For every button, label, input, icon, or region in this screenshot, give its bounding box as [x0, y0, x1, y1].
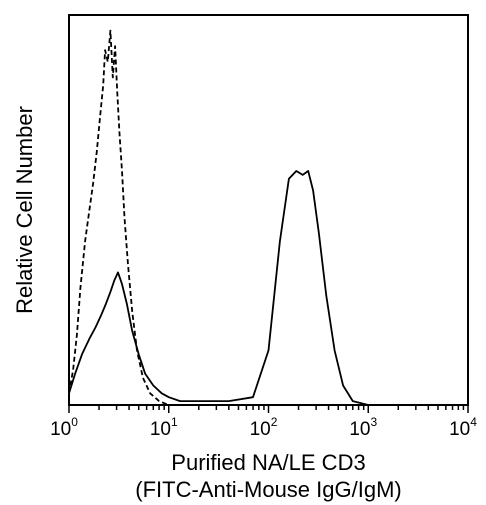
- histogram-series-dashed: [68, 29, 170, 406]
- x-tick-label: 100: [50, 415, 78, 440]
- x-tick-label-base: 10: [50, 419, 71, 440]
- x-tick-label-base: 10: [250, 419, 271, 440]
- x-axis-ticks: [68, 405, 469, 413]
- x-axis-tick-labels: 100 101 102 103 104: [50, 415, 477, 440]
- x-tick-label: 103: [349, 415, 377, 440]
- x-tick-label: 101: [150, 415, 178, 440]
- series-layer: [68, 29, 369, 406]
- x-tick-label-base: 10: [150, 419, 171, 440]
- histogram-series-solid: [68, 170, 369, 406]
- x-tick-label-exponent: 4: [470, 415, 477, 429]
- x-tick-label-exponent: 2: [271, 415, 278, 429]
- x-tick-label: 102: [250, 415, 278, 440]
- x-tick-label: 104: [449, 415, 477, 440]
- x-axis-title-line2: (FITC-Anti-Mouse IgG/IgM): [135, 477, 401, 502]
- x-tick-label-exponent: 3: [370, 415, 377, 429]
- x-tick-label-exponent: 1: [171, 415, 178, 429]
- y-axis-title: Relative Cell Number: [12, 106, 37, 314]
- x-tick-label-base: 10: [449, 419, 470, 440]
- x-tick-label-base: 10: [349, 419, 370, 440]
- x-axis-title-line1: Purified NA/LE CD3: [171, 450, 365, 475]
- x-tick-label-exponent: 0: [71, 415, 78, 429]
